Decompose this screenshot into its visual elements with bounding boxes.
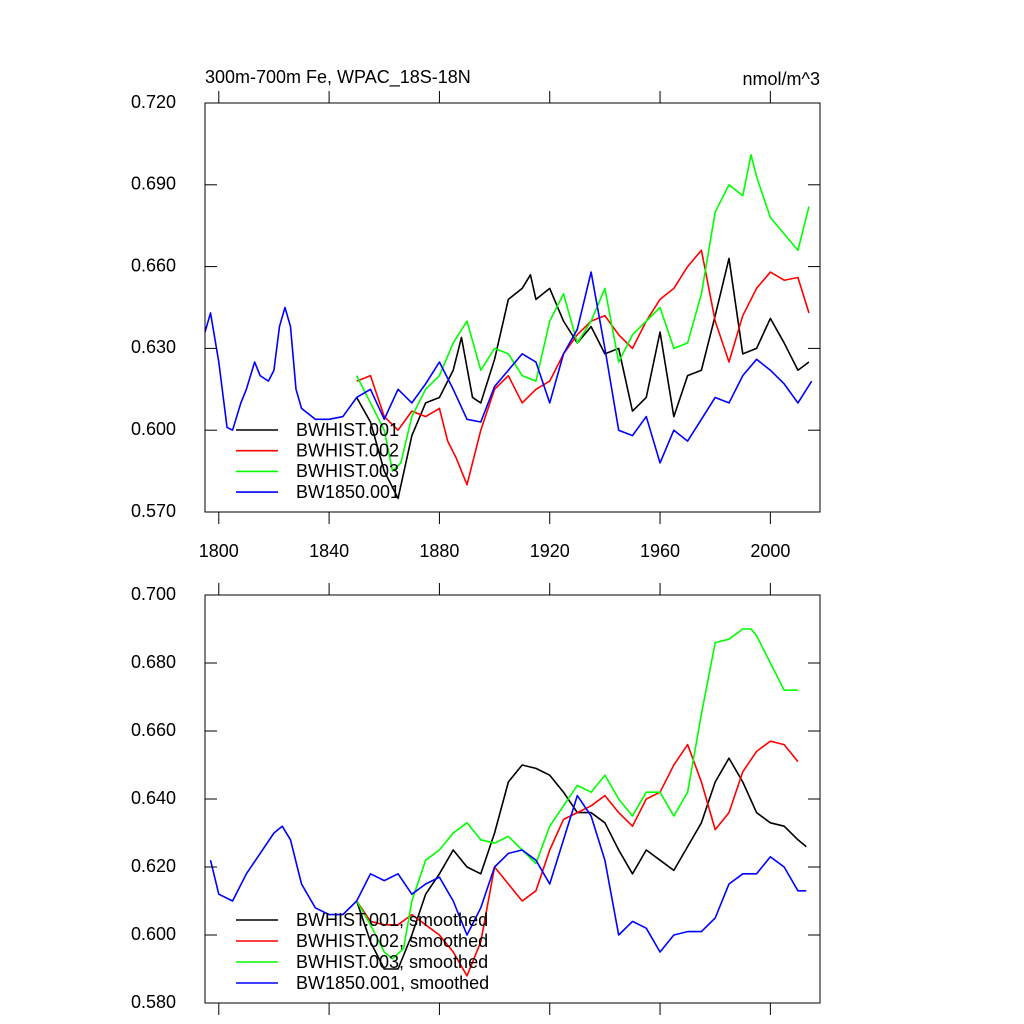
y-tick-label: 0.630 [131, 337, 176, 357]
y-tick-label: 0.640 [131, 788, 176, 808]
series-line [209, 794, 807, 953]
y-tick-label: 0.680 [131, 652, 176, 672]
x-tick-label: 1800 [199, 541, 239, 561]
legend-label: BW1850.001, smoothed [296, 973, 489, 993]
y-tick-label: 0.700 [131, 584, 176, 604]
chart-title: 300m-700m Fe, WPAC_18S-18N [205, 67, 471, 88]
plot-frame [204, 102, 821, 513]
series-line [355, 257, 810, 500]
y-tick-label: 0.660 [131, 720, 176, 740]
series-line [355, 757, 807, 970]
legend-label: BWHIST.002 [296, 440, 399, 460]
series-line [355, 154, 810, 472]
legend-label: BWHIST.001, smoothed [296, 910, 488, 930]
series-line [356, 249, 810, 486]
y-tick-label: 0.600 [131, 924, 176, 944]
y-tick-label: 0.580 [131, 992, 176, 1012]
series-line [204, 271, 813, 464]
legend-label: BWHIST.003 [296, 461, 399, 481]
x-tick-label: 1920 [530, 541, 570, 561]
y-tick-label: 0.690 [131, 174, 176, 194]
x-tick-label: 1880 [419, 541, 459, 561]
series-line [355, 628, 798, 960]
units-label: nmol/m^3 [743, 69, 820, 89]
legend-label: BW1850.001 [296, 482, 400, 502]
series-line [356, 740, 799, 977]
y-tick-label: 0.600 [131, 419, 176, 439]
y-tick-label: 0.620 [131, 856, 176, 876]
legend-label: BWHIST.002, smoothed [296, 931, 488, 951]
legend-label: BWHIST.001 [296, 420, 399, 440]
y-tick-label: 0.570 [131, 501, 176, 521]
y-tick-label: 0.720 [131, 92, 176, 112]
x-tick-label: 1840 [309, 541, 349, 561]
legend-label: BWHIST.003, smoothed [296, 952, 488, 972]
x-tick-label: 2000 [750, 541, 790, 561]
y-tick-label: 0.660 [131, 255, 176, 275]
x-tick-label: 1960 [640, 541, 680, 561]
